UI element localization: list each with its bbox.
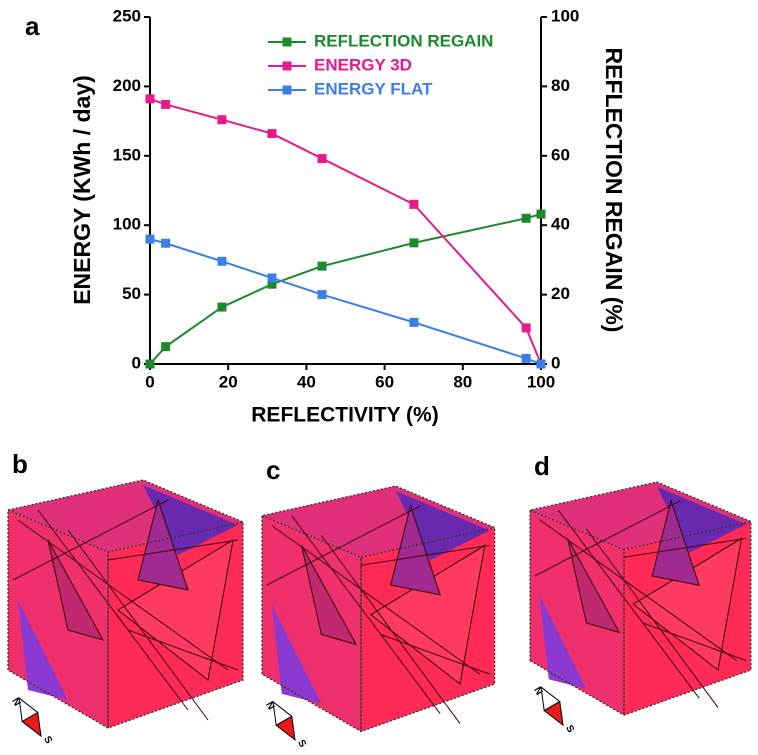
y2-tick-label: 20 (551, 284, 570, 303)
y-tick-label: 50 (122, 284, 141, 303)
marker (522, 354, 531, 363)
x-tick-label: 80 (453, 372, 472, 391)
y2-tick-label: 0 (551, 353, 560, 372)
legend-label: ENERGY FLAT (314, 79, 433, 98)
panel-label: d (534, 451, 550, 481)
panel-label: a (25, 11, 40, 41)
x-tick-label: 100 (527, 372, 555, 391)
marker (161, 239, 170, 248)
compass-s: S (295, 738, 308, 750)
marker (522, 214, 531, 223)
marker (409, 200, 418, 209)
x-tick-label: 40 (297, 372, 316, 391)
page: {"chart_data": {"type": "line", "panel_l… (0, 0, 758, 750)
marker (318, 262, 327, 271)
marker (146, 235, 155, 244)
y-axis-label: ENERGY (KWh / day) (69, 75, 95, 305)
panel-label: c (266, 455, 280, 485)
x-tick-label: 20 (219, 372, 238, 391)
marker (267, 273, 276, 282)
figure: a050100150200250020406080100020406080100… (0, 0, 758, 750)
legend-marker (283, 86, 292, 95)
y2-tick-label: 60 (551, 145, 570, 164)
y2-tick-label: 40 (551, 215, 570, 234)
y-tick-label: 200 (113, 76, 141, 95)
marker (267, 129, 276, 138)
marker (409, 238, 418, 247)
compass-s: S (563, 723, 576, 735)
marker (161, 100, 170, 109)
marker (146, 360, 155, 369)
legend-label: REFLECTION REGAIN (314, 31, 493, 50)
marker (217, 303, 226, 312)
series-line (150, 99, 541, 364)
marker (217, 257, 226, 266)
compass-s: S (41, 734, 54, 746)
legend-label: ENERGY 3D (314, 55, 412, 74)
marker (217, 115, 226, 124)
marker (522, 323, 531, 332)
y-tick-label: 150 (113, 145, 141, 164)
marker (537, 210, 546, 219)
y2-axis-label: REFLECTION REGAIN (%) (601, 48, 627, 333)
marker (161, 342, 170, 351)
y-tick-label: 250 (113, 6, 141, 25)
y2-tick-label: 100 (551, 6, 579, 25)
marker (537, 360, 546, 369)
y-tick-label: 0 (132, 353, 141, 372)
marker (409, 318, 418, 327)
series-line (150, 214, 541, 364)
x-tick-label: 0 (145, 372, 154, 391)
x-axis-label: REFLECTIVITY (%) (251, 404, 438, 427)
panel-label: b (12, 449, 28, 479)
marker (146, 94, 155, 103)
y-tick-label: 100 (113, 215, 141, 234)
y2-tick-label: 80 (551, 76, 570, 95)
series-line (150, 239, 541, 364)
legend-marker (283, 38, 292, 47)
marker (318, 290, 327, 299)
x-tick-label: 60 (375, 372, 394, 391)
marker (318, 154, 327, 163)
legend-marker (283, 62, 292, 71)
